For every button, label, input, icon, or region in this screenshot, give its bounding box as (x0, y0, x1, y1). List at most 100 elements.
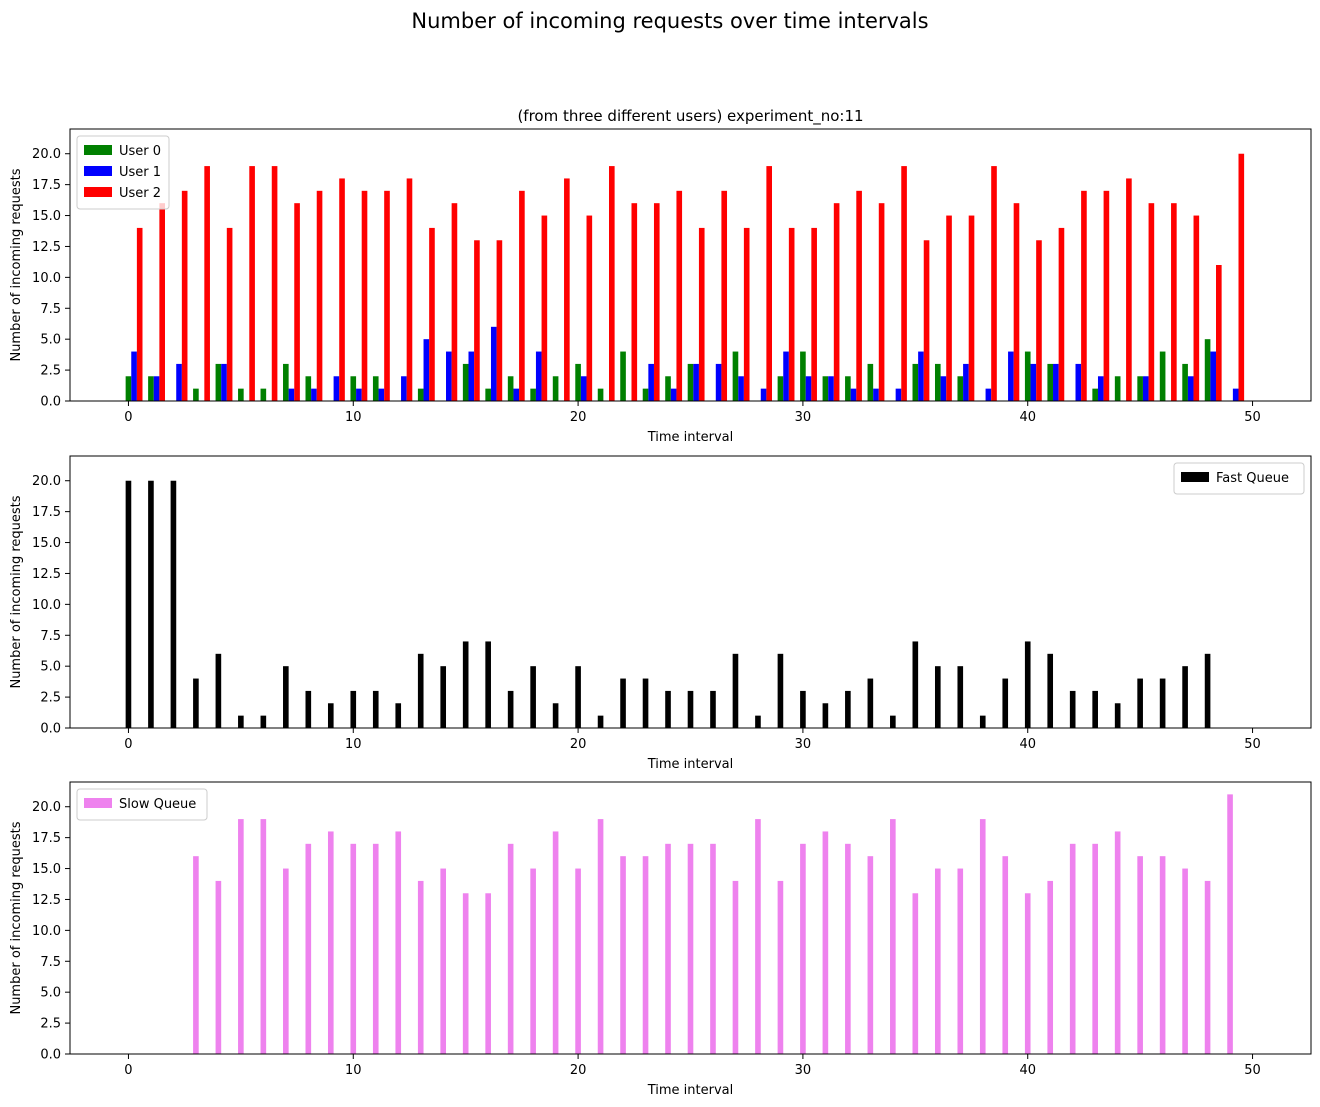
bar-slow-queue-42 (1069, 843, 1076, 1054)
bar-user-0-22 (620, 351, 626, 401)
bar-slow-queue-38 (979, 819, 986, 1054)
bars (125, 153, 1245, 401)
bar-user-2-11 (384, 190, 390, 401)
y-tick-label: 20.0 (32, 800, 61, 815)
bar-user-0-5 (238, 388, 244, 401)
bar-user-0-0 (125, 376, 132, 401)
bar-user-2-34 (901, 166, 907, 401)
bar-user-1-2 (176, 363, 182, 401)
bar-slow-queue-37 (957, 868, 964, 1054)
bar-slow-queue-8 (305, 843, 312, 1054)
bar-fast-queue-41 (1047, 653, 1054, 728)
bars (125, 480, 1211, 728)
chart-slow-queue: 0 10 20 30 40 50 0.0 2.5 5.0 7.5 10.0 12.5 15.0 17.5 2… (9, 781, 1312, 1098)
bar-user-2-29 (788, 227, 795, 401)
y-axis-label: Number of incoming requests (9, 821, 24, 1014)
bar-slow-queue-44 (1114, 831, 1121, 1054)
y-tick-label: 2.5 (40, 1017, 61, 1032)
bar-user-1-32 (850, 388, 857, 401)
bar-user-1-45 (1142, 376, 1149, 401)
bar-fast-queue-19 (552, 703, 559, 728)
bar-user-2-0 (136, 227, 143, 401)
x-tick-label: 10 (345, 737, 362, 752)
bar-fast-queue-25 (687, 690, 694, 728)
y-tick-label: 10.0 (32, 271, 61, 286)
bar-slow-queue-3 (193, 856, 199, 1054)
bar-fast-queue-42 (1069, 690, 1076, 728)
bar-user-1-28 (760, 388, 767, 401)
bar-user-0-43 (1092, 388, 1098, 401)
bar-user-1-20 (580, 376, 587, 401)
bar-user-0-41 (1047, 363, 1054, 401)
bar-user-1-16 (490, 326, 497, 401)
bar-user-2-31 (833, 203, 840, 401)
bar-slow-queue-48 (1204, 880, 1211, 1054)
bar-slow-queue-17 (507, 843, 514, 1054)
y-tick-label: 20.0 (32, 147, 61, 162)
bar-slow-queue-27 (732, 880, 739, 1054)
bar-fast-queue-12 (395, 703, 402, 728)
bar-slow-queue-21 (597, 819, 604, 1054)
bar-user-2-47 (1193, 215, 1200, 401)
bar-fast-queue-40 (1024, 641, 1031, 728)
y-tick-label: 5.0 (40, 986, 61, 1001)
bar-slow-queue-46 (1159, 856, 1166, 1054)
bar-fast-queue-2 (170, 480, 177, 728)
bar-user-0-45 (1137, 376, 1143, 401)
bar-user-2-49 (1238, 153, 1245, 401)
legend-label: User 2 (119, 186, 161, 201)
bar-user-0-20 (575, 363, 581, 401)
bar-user-1-13 (423, 339, 430, 401)
bar-user-2-3 (204, 166, 210, 401)
y-tick-label: 17.5 (32, 178, 61, 193)
bar-user-1-23 (648, 363, 654, 401)
x-tick-label: 10 (345, 410, 362, 425)
x-tick-label: 20 (570, 737, 587, 752)
y-tick-label: 12.5 (32, 240, 61, 255)
y-tick-label: 0.0 (40, 1048, 61, 1063)
y-tick-label: 20.0 (32, 474, 61, 489)
bar-slow-queue-47 (1182, 868, 1188, 1054)
bar-fast-queue-11 (372, 690, 379, 728)
bar-slow-queue-33 (867, 856, 874, 1054)
chart-title: (from three different users) experiment_… (517, 107, 863, 126)
bar-user-1-29 (783, 351, 789, 401)
y-tick-label: 15.0 (32, 862, 61, 877)
legend-swatch (84, 798, 112, 808)
bar-slow-queue-14 (440, 868, 447, 1054)
bar-user-2-38 (991, 166, 997, 401)
bar-fast-queue-38 (979, 715, 986, 728)
bar-user-1-47 (1187, 376, 1194, 401)
bar-user-0-16 (485, 388, 491, 401)
bar-user-0-47 (1182, 363, 1188, 401)
bar-fast-queue-37 (957, 666, 964, 728)
bar-user-0-10 (350, 376, 357, 401)
figure-suptitle: Number of incoming requests over time in… (411, 9, 928, 33)
bar-user-2-48 (1216, 265, 1222, 401)
bar-user-1-24 (670, 388, 677, 401)
bar-user-1-36 (940, 376, 947, 401)
legend-label: Slow Queue (119, 797, 196, 812)
bar-user-0-8 (305, 376, 312, 401)
bar-user-0-7 (283, 363, 289, 401)
bar-user-0-46 (1159, 351, 1166, 401)
bar-user-0-29 (777, 376, 784, 401)
bar-user-0-48 (1204, 339, 1211, 401)
bar-fast-queue-16 (485, 641, 491, 728)
bar-user-2-24 (676, 190, 683, 401)
bar-user-2-10 (361, 190, 368, 401)
bar-user-1-18 (535, 351, 542, 401)
bar-user-2-19 (564, 178, 570, 401)
bar-user-2-39 (1013, 203, 1020, 401)
bar-fast-queue-24 (665, 690, 671, 728)
bar-fast-queue-6 (260, 715, 267, 728)
bar-user-2-13 (429, 227, 435, 401)
chart-user-requests: 0 10 20 30 40 50 0.0 2.5 5.0 7.5 10.0 12.5 15.0 17.5 2… (9, 107, 1312, 445)
bar-slow-queue-49 (1227, 794, 1233, 1054)
bar-fast-queue-5 (238, 715, 244, 728)
y-tick-label: 12.5 (32, 893, 61, 908)
bar-user-2-30 (811, 227, 817, 401)
bar-user-1-35 (918, 351, 924, 401)
legend-label: User 1 (119, 165, 161, 180)
